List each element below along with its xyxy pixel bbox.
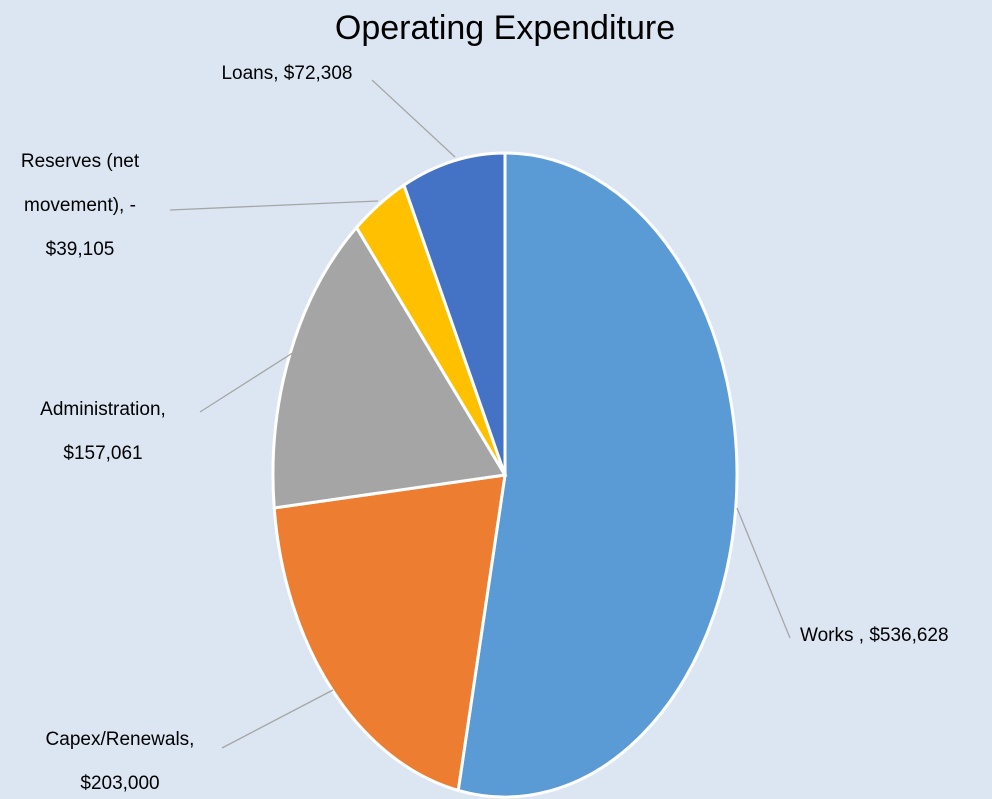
data-label: Administration, — [40, 399, 166, 420]
pie-slice — [272, 473, 507, 793]
data-label: $39,105 — [46, 239, 115, 260]
leader-line — [736, 507, 791, 639]
pie-slice — [402, 151, 507, 476]
leader-line — [199, 337, 317, 413]
data-label: Works , $536,628 — [800, 625, 949, 646]
data-label: $157,061 — [63, 443, 142, 464]
data-label: $203,000 — [80, 773, 159, 794]
leader-line — [169, 200, 379, 211]
pie-slice — [456, 151, 739, 799]
data-label: Reserves (net — [21, 151, 140, 172]
data-label: movement), - — [24, 195, 136, 216]
data-label: Loans, $72,308 — [221, 63, 352, 84]
data-label: Capex/Renewals, — [46, 729, 195, 750]
pie-slice — [271, 225, 508, 510]
leader-line — [221, 689, 334, 749]
leader-line — [371, 79, 456, 158]
chart-title: Operating Expenditure — [335, 9, 675, 47]
